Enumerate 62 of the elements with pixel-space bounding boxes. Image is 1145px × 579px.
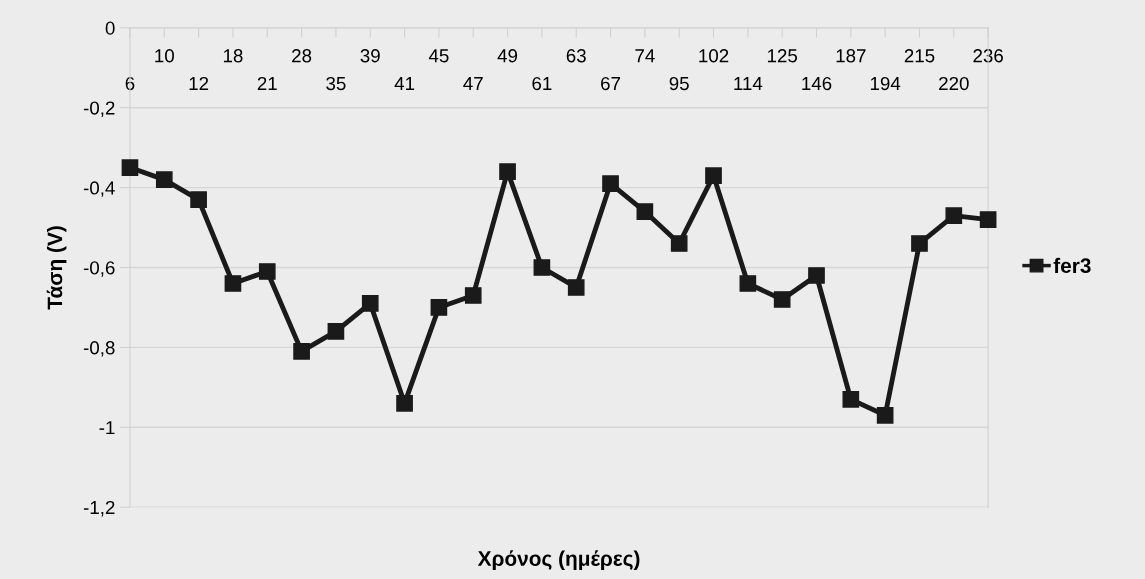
x-tick-label: 35 — [326, 76, 346, 91]
x-tick-label: 125 — [767, 49, 798, 63]
x-tick-label: 236 — [973, 49, 1003, 63]
y-tick-label: -0,6 — [83, 261, 115, 277]
x-tick-label: 67 — [601, 76, 621, 91]
x-tick-label: 12 — [189, 76, 209, 90]
x-tick-label: 187 — [836, 49, 866, 63]
point — [396, 394, 413, 412]
x-tick-label: 41 — [394, 77, 415, 90]
point — [293, 343, 310, 360]
point — [808, 267, 825, 284]
point — [567, 279, 585, 296]
x-tick-label: 220 — [939, 76, 969, 91]
x-tick-label: 39 — [360, 49, 380, 63]
point — [327, 323, 345, 340]
point — [224, 275, 242, 292]
y-axis-title: Τάση (V) — [46, 226, 67, 310]
point — [739, 275, 757, 292]
x-tick-label: 49 — [497, 49, 518, 63]
point — [602, 175, 619, 192]
y-tick-label: 0 — [105, 21, 115, 35]
point — [705, 167, 722, 184]
x-tick-label: 215 — [904, 49, 935, 63]
x-tick-label: 28 — [292, 49, 312, 63]
point — [636, 203, 654, 220]
point — [773, 291, 791, 308]
y-tick-label: -0,2 — [83, 101, 115, 117]
point — [911, 235, 928, 252]
y-tick-label: -1 — [99, 421, 115, 435]
point — [430, 299, 448, 316]
x-tick-label: 146 — [802, 76, 832, 91]
y-tick-label: -1,2 — [83, 500, 115, 517]
point — [670, 235, 688, 252]
point — [979, 211, 997, 228]
x-tick-label: 21 — [257, 76, 277, 90]
x-tick-label: 95 — [669, 76, 689, 91]
point — [361, 295, 379, 312]
x-tick-label: 74 — [635, 49, 655, 63]
x-tick-label: 47 — [463, 77, 483, 90]
x-tick-label: 45 — [428, 49, 449, 63]
x-axis-title: Χρόνος (ημέρες) — [477, 550, 640, 571]
x-tick-label: 102 — [699, 49, 729, 63]
y-tick-label: -0,8 — [83, 341, 115, 357]
point — [464, 287, 482, 304]
x-tick-label: 194 — [870, 76, 901, 91]
x-tick-label: 63 — [566, 49, 586, 63]
point — [499, 163, 516, 180]
point — [155, 171, 173, 188]
y-tick-label: -0,4 — [83, 181, 115, 197]
point — [876, 406, 894, 424]
point — [945, 207, 963, 224]
point — [258, 263, 276, 280]
point — [190, 191, 207, 208]
legend-label: fer3 — [1053, 257, 1091, 274]
x-tick-label: 6 — [125, 76, 135, 91]
point — [842, 391, 860, 408]
x-tick-label: 18 — [223, 49, 243, 63]
x-tick-label: 10 — [155, 49, 174, 63]
x-tick-label: 61 — [532, 76, 552, 91]
point — [121, 159, 139, 176]
point — [533, 259, 551, 276]
x-tick-label: 114 — [734, 77, 763, 90]
